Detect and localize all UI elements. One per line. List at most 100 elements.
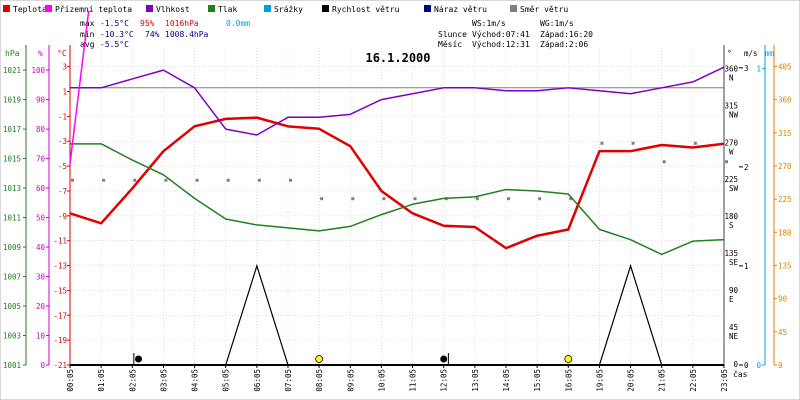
wind-direction-point: [382, 197, 386, 201]
humidity-tick-label: 40: [36, 243, 46, 252]
wind-direction-point: [662, 160, 666, 164]
sun-label: Slunce: [438, 30, 467, 39]
direction-compass-label: N: [729, 73, 734, 82]
pressure-tick-label: 1005: [3, 302, 21, 311]
stat-min-humidity: 74%: [145, 30, 160, 39]
moon-label: Měsíc: [438, 40, 462, 49]
direction-compass-label: SW: [729, 184, 739, 193]
windspeed-tick-label: 2: [744, 163, 749, 172]
sun-rise: Východ:07:41: [472, 30, 530, 39]
pressure-tick-label: 1015: [3, 155, 21, 164]
direction-tick-label: 225: [724, 175, 738, 184]
pressure-tick-label: 1003: [3, 332, 21, 341]
stat-label: min: [80, 30, 95, 39]
stat-max-pressure: 1016hPa: [165, 19, 199, 28]
rain-tick-label: 1: [756, 65, 761, 74]
x-tick-label: 22:05: [689, 369, 698, 392]
moon-marker: [135, 355, 143, 363]
legend-swatch: [146, 5, 153, 12]
windspeed-tick-label: 1: [744, 262, 749, 271]
wind-direction-point: [226, 178, 230, 182]
series-wind-speed: [70, 263, 724, 366]
x-tick-label: 02:05: [128, 369, 137, 392]
stat-min-pressure: 1008.4hPa: [165, 30, 209, 39]
windspeed-axis-label: m/s: [744, 49, 758, 58]
wind-direction-point: [725, 160, 728, 164]
x-tick-label: 01:05: [97, 369, 106, 392]
wind-direction-point: [538, 197, 542, 201]
x-tick-label: 21:05: [658, 369, 667, 392]
direction-tick-label: 45: [729, 323, 738, 332]
legend-label: Vlhkost: [156, 5, 190, 14]
legend-label: Teplota: [13, 5, 47, 14]
humidity-tick-label: 70: [36, 155, 46, 164]
x-tick-label: 15:05: [533, 369, 542, 392]
direction-compass-label: S: [729, 221, 734, 230]
legend-label: Náraz větru: [434, 5, 487, 14]
x-tick-label: 11:05: [409, 369, 418, 392]
humidity-tick-label: 80: [36, 125, 46, 134]
wind-speed-stat: WS:1m/s: [472, 19, 506, 28]
wind-direction-point: [475, 197, 479, 201]
rain-axis-label: mm: [765, 49, 775, 58]
legend: Teplota Přízemní teplota Vlhkost Tlak Srážky…: [3, 5, 568, 14]
series-line: [70, 66, 725, 136]
x-tick-label: 04:05: [191, 369, 200, 392]
sun-marker: [564, 355, 573, 363]
temperature-tick-label: -11: [53, 237, 67, 246]
legend-swatch: [322, 5, 329, 12]
x-tick-label: 10:05: [377, 369, 386, 392]
x-tick-label: 14:05: [502, 369, 511, 392]
gust-tick-label: 225: [778, 195, 792, 204]
temperature-tick-label: -5: [58, 162, 67, 171]
gust-tick-label: 360: [778, 96, 792, 105]
pressure-axis-label: hPa: [5, 49, 20, 58]
humidity-tick-label: 0: [40, 361, 45, 370]
temperature-tick-label: -17: [53, 311, 67, 320]
wind-gust-stat: WG:1m/s: [540, 19, 574, 28]
sun-set: Západ:16:20: [540, 30, 593, 39]
x-tick-label: 13:05: [471, 369, 480, 392]
direction-axis-label: °: [727, 49, 732, 58]
wind-direction-point: [71, 178, 74, 182]
wind-direction-point: [413, 197, 417, 201]
plot-area: [69, 10, 728, 366]
temperature-tick-label: -9: [58, 212, 67, 221]
legend-swatch: [3, 5, 10, 12]
stat-avg-temp: -5.5°C: [100, 40, 129, 49]
temperature-tick-label: 3: [62, 63, 67, 72]
series-line: [69, 10, 90, 164]
x-tick-label: 19:05: [595, 369, 604, 392]
wind-direction-point: [569, 197, 573, 201]
temperature-tick-label: -13: [53, 262, 67, 271]
temperature-axis-label: °C: [57, 49, 67, 58]
direction-tick-label: 90: [729, 286, 739, 295]
wind-direction-point: [351, 197, 355, 201]
humidity-tick-label: 60: [36, 184, 46, 193]
direction-compass-label: SE: [729, 258, 739, 267]
pressure-tick-label: 1007: [3, 273, 21, 282]
pressure-tick-label: 1013: [3, 184, 21, 193]
pressure-tick-label: 1009: [3, 243, 21, 252]
wind-direction-point: [289, 178, 292, 182]
temperature-tick-label: -15: [53, 286, 67, 295]
pressure-tick-label: 1011: [3, 214, 21, 223]
temperature-tick-label: 1: [62, 88, 67, 97]
stat-label: avg: [80, 40, 95, 49]
direction-compass-label: W: [729, 147, 734, 156]
pressure-tick-label: 1017: [3, 125, 21, 134]
temperature-tick-label: -21: [53, 361, 67, 370]
direction-tick-label: 315: [724, 101, 738, 110]
x-tick-label: 03:05: [159, 369, 168, 392]
wind-direction-point: [133, 178, 137, 182]
stat-max-humidity: 95%: [140, 19, 155, 28]
gust-tick-label: 405: [778, 62, 792, 71]
direction-compass-label: NE: [729, 332, 739, 341]
gust-tick-label: 180: [778, 228, 792, 237]
windspeed-tick-label: 0: [744, 361, 749, 370]
direction-tick-label: 270: [724, 138, 738, 147]
x-tick-label: 08:05: [315, 369, 324, 392]
moon-rise: Východ:12:31: [472, 40, 530, 49]
